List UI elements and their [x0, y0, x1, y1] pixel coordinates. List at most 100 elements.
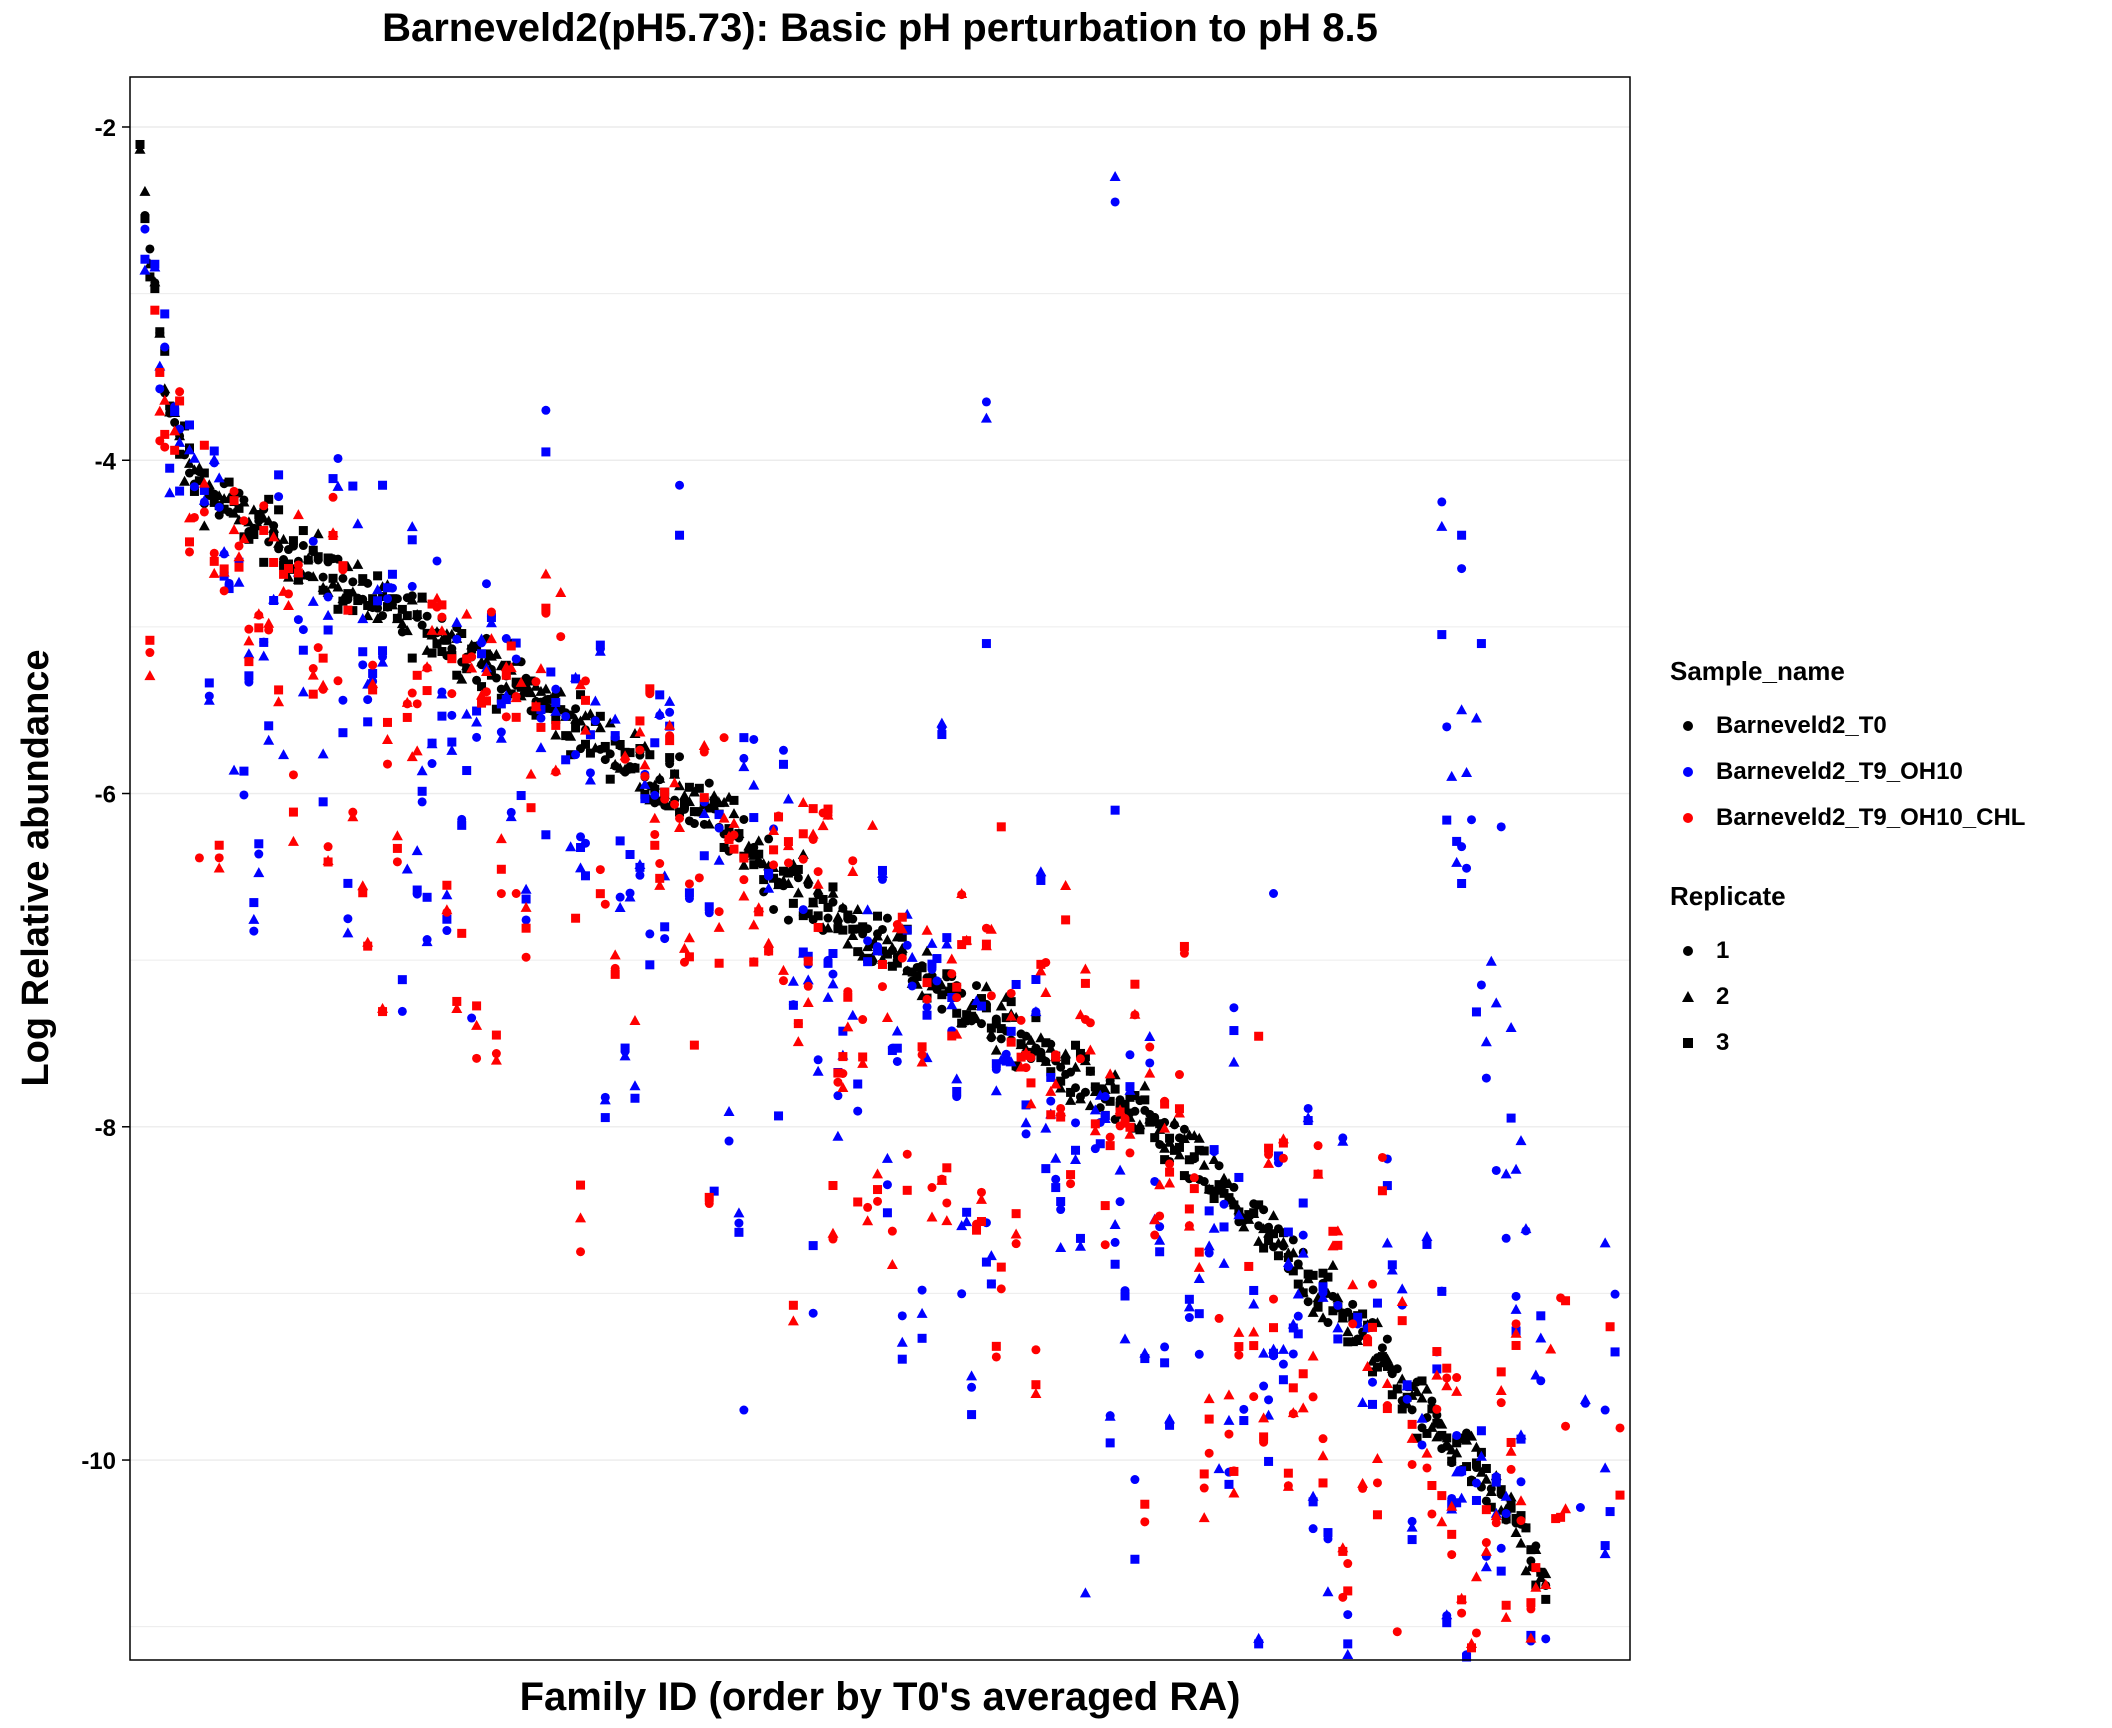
data-point-t0 — [279, 561, 289, 571]
data-point-oh10-chl — [792, 1036, 804, 1047]
data-point-t0 — [1526, 1545, 1536, 1555]
data-point-oh10 — [259, 637, 269, 647]
data-point-oh10-chl — [1051, 1052, 1061, 1062]
data-point-oh10 — [472, 706, 482, 716]
data-point-t0 — [511, 677, 521, 687]
data-point-oh10-chl — [1343, 1559, 1353, 1569]
data-point-oh10 — [183, 444, 195, 455]
data-point-oh10-chl — [1223, 1389, 1235, 1400]
data-point-oh10-chl — [1011, 1239, 1021, 1249]
data-point-oh10 — [477, 649, 487, 659]
data-point-t0 — [1193, 1132, 1205, 1143]
data-point-outlier — [1110, 197, 1120, 207]
data-point-oh10 — [536, 713, 546, 723]
data-point-oh10-chl — [1194, 1247, 1204, 1257]
data-point-oh10-chl — [505, 662, 517, 673]
data-point-t0 — [1308, 1285, 1318, 1295]
data-point-oh10-chl — [1249, 1341, 1259, 1351]
data-point-oh10 — [1457, 1466, 1467, 1476]
data-point-t0 — [937, 1004, 947, 1014]
data-point-t0 — [783, 915, 793, 925]
data-point-t0 — [1426, 1421, 1438, 1432]
data-point-t0 — [1540, 1568, 1552, 1579]
data-point-oh10-chl — [1506, 1464, 1516, 1474]
data-point-oh10-chl — [1145, 1042, 1155, 1052]
data-point-oh10-chl — [1283, 1468, 1293, 1478]
data-point-oh10 — [565, 841, 577, 852]
data-point-oh10 — [620, 1043, 630, 1053]
data-point-oh10 — [199, 485, 209, 495]
data-point-oh10-chl — [704, 1192, 714, 1202]
data-point-t0 — [525, 687, 537, 698]
data-point-oh10 — [358, 647, 368, 657]
data-point-t0 — [566, 750, 576, 760]
data-point-oh10-chl — [991, 1352, 1001, 1362]
data-point-t0 — [1397, 1404, 1407, 1414]
data-point-t0 — [952, 1008, 962, 1018]
data-point-oh10 — [1228, 1056, 1240, 1067]
data-point-t0 — [1199, 1146, 1209, 1156]
data-point-oh10 — [551, 684, 561, 694]
data-point-oh10-chl — [213, 862, 225, 873]
data-point-oh10 — [1248, 1298, 1260, 1309]
data-point-oh10 — [650, 738, 660, 748]
data-point-oh10-chl — [595, 889, 605, 899]
data-point-oh10 — [472, 732, 482, 742]
data-point-oh10-chl — [828, 1181, 838, 1191]
data-point-oh10-chl — [872, 1168, 884, 1179]
data-point-t0 — [1407, 1382, 1417, 1392]
legend-label-rep2: 2 — [1716, 983, 1730, 1010]
data-point-t0 — [1328, 1306, 1338, 1316]
data-point-oh10 — [575, 862, 587, 873]
data-point-oh10-chl — [1155, 1211, 1165, 1221]
data-point-oh10 — [1109, 1219, 1121, 1230]
data-point-t0 — [199, 468, 209, 478]
data-point-oh10-chl — [1363, 1337, 1373, 1347]
data-point-oh10-chl — [579, 724, 591, 735]
data-point-oh10 — [397, 1006, 407, 1016]
data-point-oh10-chl — [175, 396, 185, 406]
data-point-oh10-chl — [1234, 1350, 1244, 1360]
data-point-t0 — [896, 942, 908, 953]
data-point-oh10 — [160, 309, 170, 319]
data-point-t0 — [259, 557, 269, 567]
data-point-oh10-chl — [1184, 1204, 1194, 1214]
data-point-oh10-chl — [189, 512, 199, 522]
data-point-t0 — [605, 749, 615, 759]
data-point-t0 — [654, 772, 666, 783]
data-point-t0 — [1160, 1155, 1170, 1165]
data-point-oh10-chl — [1437, 1491, 1447, 1501]
data-point-oh10-chl — [1030, 1387, 1042, 1398]
data-point-oh10-chl — [981, 939, 991, 949]
data-point-oh10-chl — [1382, 1404, 1392, 1414]
data-point-t0 — [238, 496, 250, 507]
data-point-oh10-chl — [664, 719, 676, 730]
data-point-oh10-chl — [1446, 1500, 1458, 1511]
data-point-t0 — [1327, 1259, 1339, 1270]
data-point-oh10 — [387, 569, 397, 579]
data-point-t0 — [477, 682, 487, 692]
data-point-t0 — [1125, 1092, 1135, 1102]
data-point-oh10-chl — [1396, 1296, 1408, 1307]
data-point-t0 — [634, 781, 646, 792]
data-point-oh10-chl — [1491, 1518, 1501, 1528]
data-point-t0 — [828, 882, 838, 892]
data-point-t0 — [417, 592, 427, 602]
data-point-t0 — [580, 739, 590, 749]
data-point-t0 — [298, 526, 308, 536]
data-point-oh10-chl — [1090, 1119, 1100, 1129]
data-point-t0 — [782, 878, 794, 889]
data-point-oh10 — [600, 1113, 610, 1123]
data-point-t0 — [546, 694, 556, 704]
data-point-oh10-chl — [684, 879, 694, 889]
data-point-t0 — [1387, 1390, 1397, 1400]
data-point-oh10-chl — [1441, 1380, 1453, 1391]
data-point-oh10 — [1442, 1618, 1452, 1628]
x-axis-title: Family ID (order by T0's averaged RA) — [520, 1675, 1241, 1719]
data-point-oh10-chl — [457, 928, 467, 938]
data-point-oh10 — [946, 999, 958, 1010]
data-point-t0 — [406, 594, 418, 605]
data-point-oh10 — [1496, 1543, 1506, 1553]
data-point-oh10 — [1387, 1260, 1397, 1270]
data-point-oh10 — [1605, 1507, 1615, 1517]
